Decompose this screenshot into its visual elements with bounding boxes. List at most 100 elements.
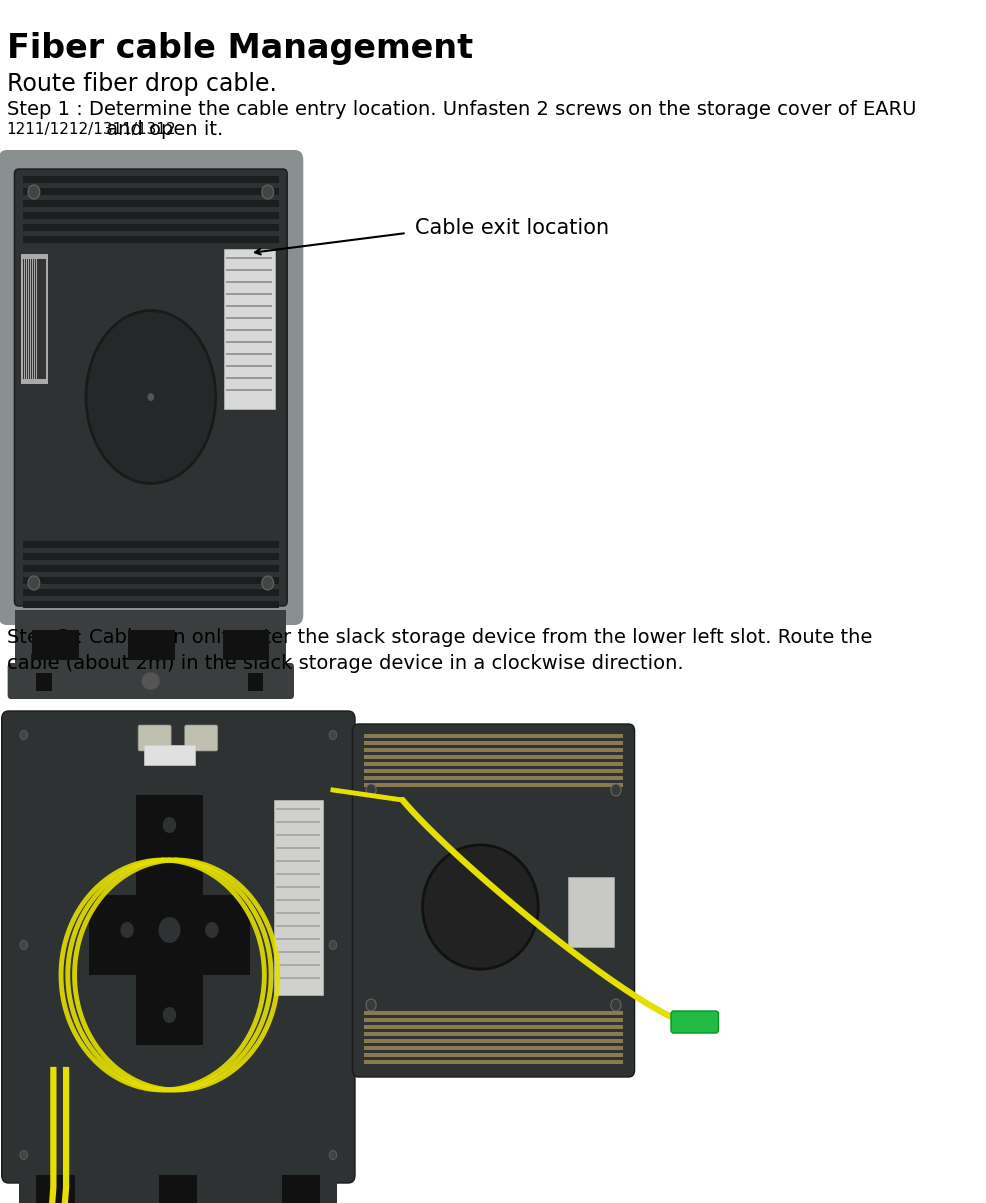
Bar (226, 269, 272, 271)
Bar (31, 259, 32, 379)
Bar (364, 755, 622, 759)
FancyBboxPatch shape (670, 1011, 718, 1033)
Text: cable (about 2m) in the slack storage device in a clockwise direction.: cable (about 2m) in the slack storage de… (7, 654, 682, 672)
Bar (23, 188, 278, 195)
Bar (364, 1025, 622, 1029)
Bar (276, 964, 319, 966)
Bar (226, 294, 272, 295)
Bar (276, 820, 319, 823)
Bar (226, 328, 272, 331)
Ellipse shape (163, 1007, 176, 1023)
Ellipse shape (159, 917, 180, 943)
Bar (364, 783, 622, 787)
Bar (89, 895, 249, 974)
Bar (159, 1175, 197, 1203)
Ellipse shape (28, 576, 39, 589)
Ellipse shape (366, 784, 376, 796)
Text: Step 2 : Cable can only enter the slack storage device from the lower left slot.: Step 2 : Cable can only enter the slack … (7, 628, 872, 647)
Bar (23, 224, 278, 231)
Bar (276, 925, 319, 928)
FancyBboxPatch shape (184, 725, 218, 751)
Bar (144, 745, 194, 765)
FancyBboxPatch shape (0, 150, 303, 626)
Bar (23, 200, 278, 207)
Ellipse shape (205, 921, 218, 938)
Bar (15, 610, 286, 665)
Ellipse shape (20, 941, 28, 949)
Text: Cable exit location: Cable exit location (415, 218, 608, 238)
Bar (226, 365, 272, 367)
Bar (364, 1018, 622, 1023)
Bar (23, 236, 278, 243)
Bar (27, 259, 28, 379)
Bar (248, 672, 263, 691)
Bar (276, 885, 319, 888)
Bar (33, 630, 79, 660)
Bar (44, 259, 45, 379)
Bar (282, 1175, 319, 1203)
Bar (23, 541, 278, 549)
Ellipse shape (163, 817, 176, 832)
Bar (23, 176, 278, 183)
Bar (20, 1167, 337, 1203)
Ellipse shape (328, 941, 336, 949)
Ellipse shape (20, 730, 28, 740)
Ellipse shape (261, 185, 273, 198)
Bar (42, 259, 43, 379)
Ellipse shape (20, 1150, 28, 1160)
Ellipse shape (163, 921, 176, 938)
Bar (364, 734, 622, 737)
FancyBboxPatch shape (8, 663, 294, 699)
Bar (23, 553, 278, 561)
Bar (33, 259, 34, 379)
Ellipse shape (147, 393, 154, 401)
Bar (276, 912, 319, 914)
Bar (36, 259, 37, 379)
FancyBboxPatch shape (2, 711, 355, 1183)
Bar (23, 577, 278, 583)
Bar (23, 602, 278, 608)
Bar (226, 352, 272, 355)
Bar (276, 952, 319, 953)
Bar (276, 834, 319, 836)
Bar (23, 259, 24, 379)
Bar (364, 1039, 622, 1043)
Bar (364, 748, 622, 752)
Text: 1211/1212/1311/1312: 1211/1212/1311/1312 (7, 122, 176, 137)
Ellipse shape (141, 672, 160, 691)
Text: Route fiber drop cable.: Route fiber drop cable. (7, 72, 276, 96)
Bar (276, 847, 319, 849)
Bar (128, 630, 175, 660)
Bar (364, 761, 622, 766)
Bar (364, 1060, 622, 1063)
Bar (25, 259, 26, 379)
Ellipse shape (610, 998, 620, 1011)
Bar (23, 589, 278, 595)
Bar (364, 1011, 622, 1015)
Ellipse shape (422, 845, 537, 970)
Text: and open it.: and open it. (100, 120, 223, 140)
Ellipse shape (120, 921, 134, 938)
Ellipse shape (328, 1150, 336, 1160)
Ellipse shape (366, 998, 376, 1011)
FancyBboxPatch shape (15, 168, 287, 606)
Bar (567, 877, 613, 947)
Bar (36, 672, 51, 691)
Bar (226, 318, 272, 319)
FancyBboxPatch shape (352, 724, 634, 1077)
Ellipse shape (86, 310, 215, 484)
Ellipse shape (610, 784, 620, 796)
Bar (40, 259, 41, 379)
Text: Step 1 : Determine the cable entry location. Unfasten 2 screws on the storage co: Step 1 : Determine the cable entry locat… (7, 100, 915, 119)
Bar (226, 306, 272, 307)
Bar (364, 776, 622, 780)
Bar (38, 259, 39, 379)
Bar (364, 1032, 622, 1036)
Bar (23, 565, 278, 571)
Ellipse shape (261, 576, 273, 589)
Bar (223, 630, 269, 660)
Bar (226, 340, 272, 343)
Bar (276, 808, 319, 810)
FancyBboxPatch shape (138, 725, 171, 751)
Bar (36, 1175, 75, 1203)
